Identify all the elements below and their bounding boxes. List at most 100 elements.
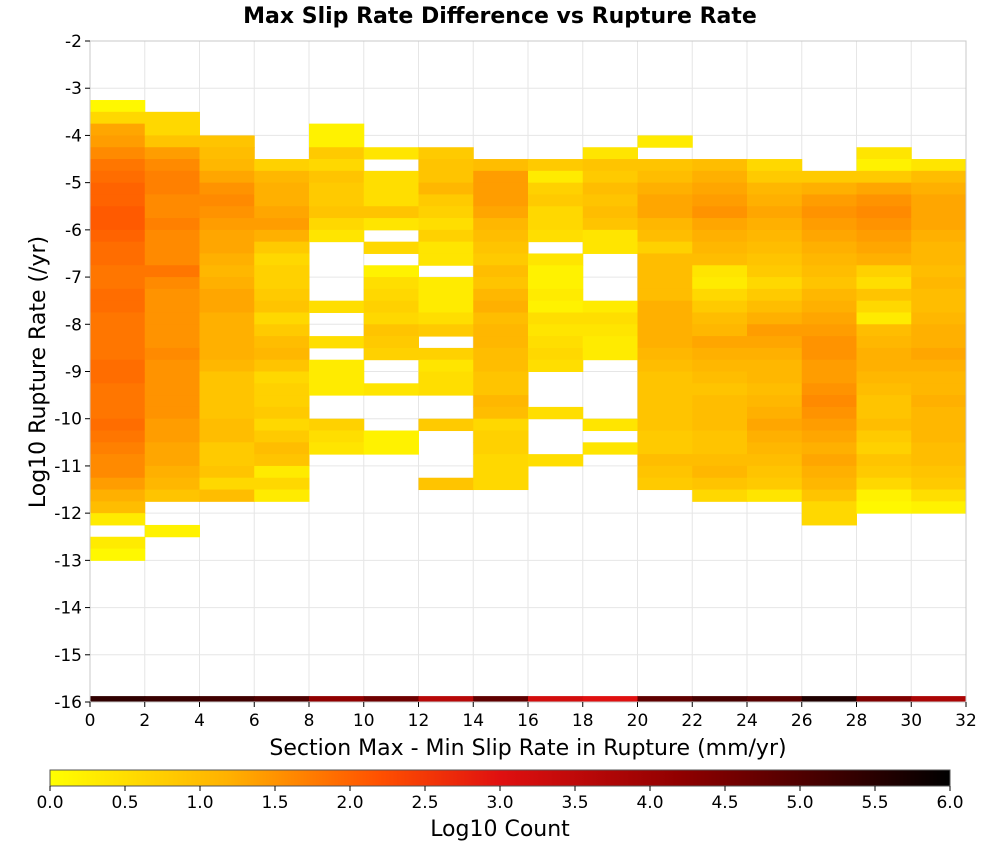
colorbar-tick-label: 1.0 (186, 793, 213, 813)
heatmap-cell (90, 395, 146, 408)
heatmap-cell (911, 159, 967, 172)
heatmap-cell (911, 265, 967, 278)
heatmap-cell (254, 300, 310, 313)
heatmap-cell (90, 371, 146, 384)
heatmap-cell (856, 406, 912, 420)
heatmap-cell (418, 159, 474, 172)
heatmap-cell (801, 395, 857, 408)
heatmap-cell (637, 253, 693, 266)
heatmap-cell (801, 182, 857, 195)
heatmap-cells (90, 100, 967, 561)
heatmap-cell (856, 265, 912, 278)
heatmap-cell (582, 336, 638, 349)
heatmap-cell (582, 147, 638, 160)
heatmap-cell (528, 288, 584, 302)
heatmap-cell (309, 229, 365, 243)
heatmap-cell (473, 159, 529, 172)
heatmap-cell (144, 324, 200, 337)
heatmap-cell (911, 312, 967, 325)
heatmap-cell (418, 359, 474, 372)
floor-cell (418, 696, 474, 702)
heatmap-cell (856, 324, 912, 337)
heatmap-cell (911, 359, 967, 372)
heatmap-cell (90, 218, 146, 231)
heatmap-cell (199, 347, 255, 361)
heatmap-cell (692, 194, 748, 207)
heatmap-cell (144, 218, 200, 231)
heatmap-cell (801, 265, 857, 278)
heatmap-cell (692, 347, 748, 361)
heatmap-cell (801, 324, 857, 337)
heatmap-cell (911, 430, 967, 443)
heatmap-cell (747, 206, 803, 219)
y-tick-label: -4 (65, 126, 82, 146)
colorbar-tick-label: 2.5 (411, 793, 438, 813)
heatmap-cell (911, 206, 967, 219)
colorbar-tick-label: 5.5 (861, 793, 888, 813)
heatmap-cell (254, 265, 310, 278)
heatmap-cell (911, 288, 967, 302)
heatmap-cell (254, 288, 310, 302)
heatmap-cell (418, 277, 474, 290)
heatmap-cell (801, 206, 857, 219)
heatmap-cell (199, 418, 255, 432)
heatmap-cell (856, 312, 912, 325)
heatmap-cell (692, 170, 748, 184)
heatmap-cell (637, 336, 693, 349)
heatmap-cell (90, 501, 146, 514)
heatmap-cell (692, 336, 748, 349)
heatmap-cell (692, 253, 748, 266)
heatmap-cell (199, 359, 255, 372)
heatmap-cell (199, 406, 255, 420)
heatmap-cell (801, 477, 857, 491)
heatmap-cell (144, 383, 200, 396)
heatmap-cell (856, 418, 912, 432)
heatmap-cell (254, 336, 310, 349)
heatmap-cell (144, 123, 200, 136)
heatmap-cell (144, 465, 200, 479)
heatmap-cell (144, 147, 200, 160)
x-tick-label: 12 (408, 711, 430, 731)
heatmap-cell (473, 406, 529, 420)
heatmap-cell (637, 347, 693, 361)
heatmap-cell (692, 288, 748, 302)
heatmap-cell (801, 418, 857, 432)
heatmap-cell (144, 312, 200, 325)
heatmap-cell (254, 159, 310, 172)
x-tick-label: 30 (900, 711, 922, 731)
floor-row (90, 696, 967, 702)
heatmap-cell (144, 395, 200, 408)
x-tick-label: 18 (572, 711, 594, 731)
heatmap-cell (363, 288, 419, 302)
heatmap-cell (637, 324, 693, 337)
heatmap-cell (801, 170, 857, 184)
heatmap-cell (418, 324, 474, 337)
heatmap-cell (637, 359, 693, 372)
heatmap-cell (747, 489, 803, 502)
heatmap-cell (801, 501, 857, 514)
heatmap-cell (856, 383, 912, 396)
heatmap-cell (418, 182, 474, 195)
heatmap-cell (199, 135, 255, 148)
heatmap-cell (747, 371, 803, 384)
heatmap-cell (473, 288, 529, 302)
heatmap-cell (911, 489, 967, 502)
heatmap-cell (363, 265, 419, 278)
heatmap-cell (747, 454, 803, 467)
heatmap-cell (911, 218, 967, 231)
heatmap-cell (309, 430, 365, 443)
colorbar-tick-label: 4.5 (711, 793, 738, 813)
heatmap-cell (90, 336, 146, 349)
heatmap-cell (747, 241, 803, 254)
heatmap-cell (911, 253, 967, 266)
x-tick-label: 16 (517, 711, 539, 731)
heatmap-cell (90, 182, 146, 195)
heatmap-cell (582, 206, 638, 219)
heatmap-cell (144, 288, 200, 302)
heatmap-cell (199, 241, 255, 254)
heatmap-cell (692, 395, 748, 408)
heatmap-cell (309, 194, 365, 207)
heatmap-cell (637, 442, 693, 455)
heatmap-cell (473, 383, 529, 396)
heatmap-cell (582, 218, 638, 231)
